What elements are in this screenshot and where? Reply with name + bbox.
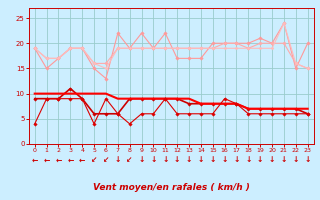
Text: ↙: ↙ [126,156,133,164]
Text: ↓: ↓ [174,156,180,164]
Text: ↙: ↙ [91,156,97,164]
Text: ↓: ↓ [292,156,299,164]
Text: ↓: ↓ [281,156,287,164]
Text: ↓: ↓ [245,156,252,164]
Text: ↓: ↓ [186,156,192,164]
Text: ↓: ↓ [304,156,311,164]
Text: ←: ← [55,156,62,164]
Text: ←: ← [32,156,38,164]
Text: ←: ← [79,156,85,164]
Text: ↓: ↓ [198,156,204,164]
Text: ↓: ↓ [138,156,145,164]
Text: ↓: ↓ [221,156,228,164]
Text: ←: ← [44,156,50,164]
Text: ↓: ↓ [150,156,156,164]
Text: ↓: ↓ [162,156,168,164]
Text: ↓: ↓ [115,156,121,164]
Text: ←: ← [67,156,74,164]
Text: Vent moyen/en rafales ( km/h ): Vent moyen/en rafales ( km/h ) [93,183,250,192]
Text: ↓: ↓ [269,156,275,164]
Text: ↙: ↙ [103,156,109,164]
Text: ↓: ↓ [257,156,263,164]
Text: ↓: ↓ [210,156,216,164]
Text: ↓: ↓ [233,156,240,164]
